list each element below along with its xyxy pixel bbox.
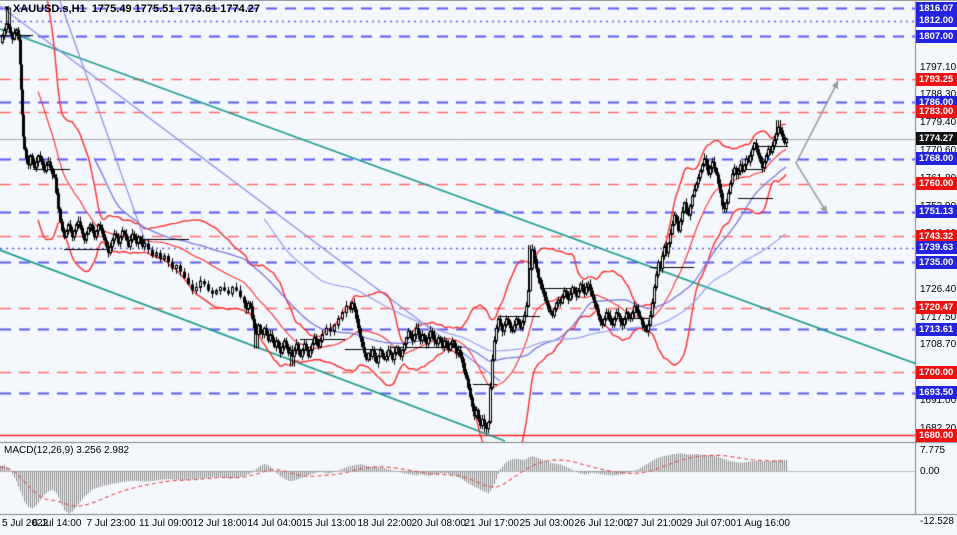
chart-canvas[interactable] — [0, 1, 957, 535]
trading-chart-window: ▼ XAUUSD.s,H1 1775.49 1775.51 1773.61 177… — [0, 0, 957, 535]
